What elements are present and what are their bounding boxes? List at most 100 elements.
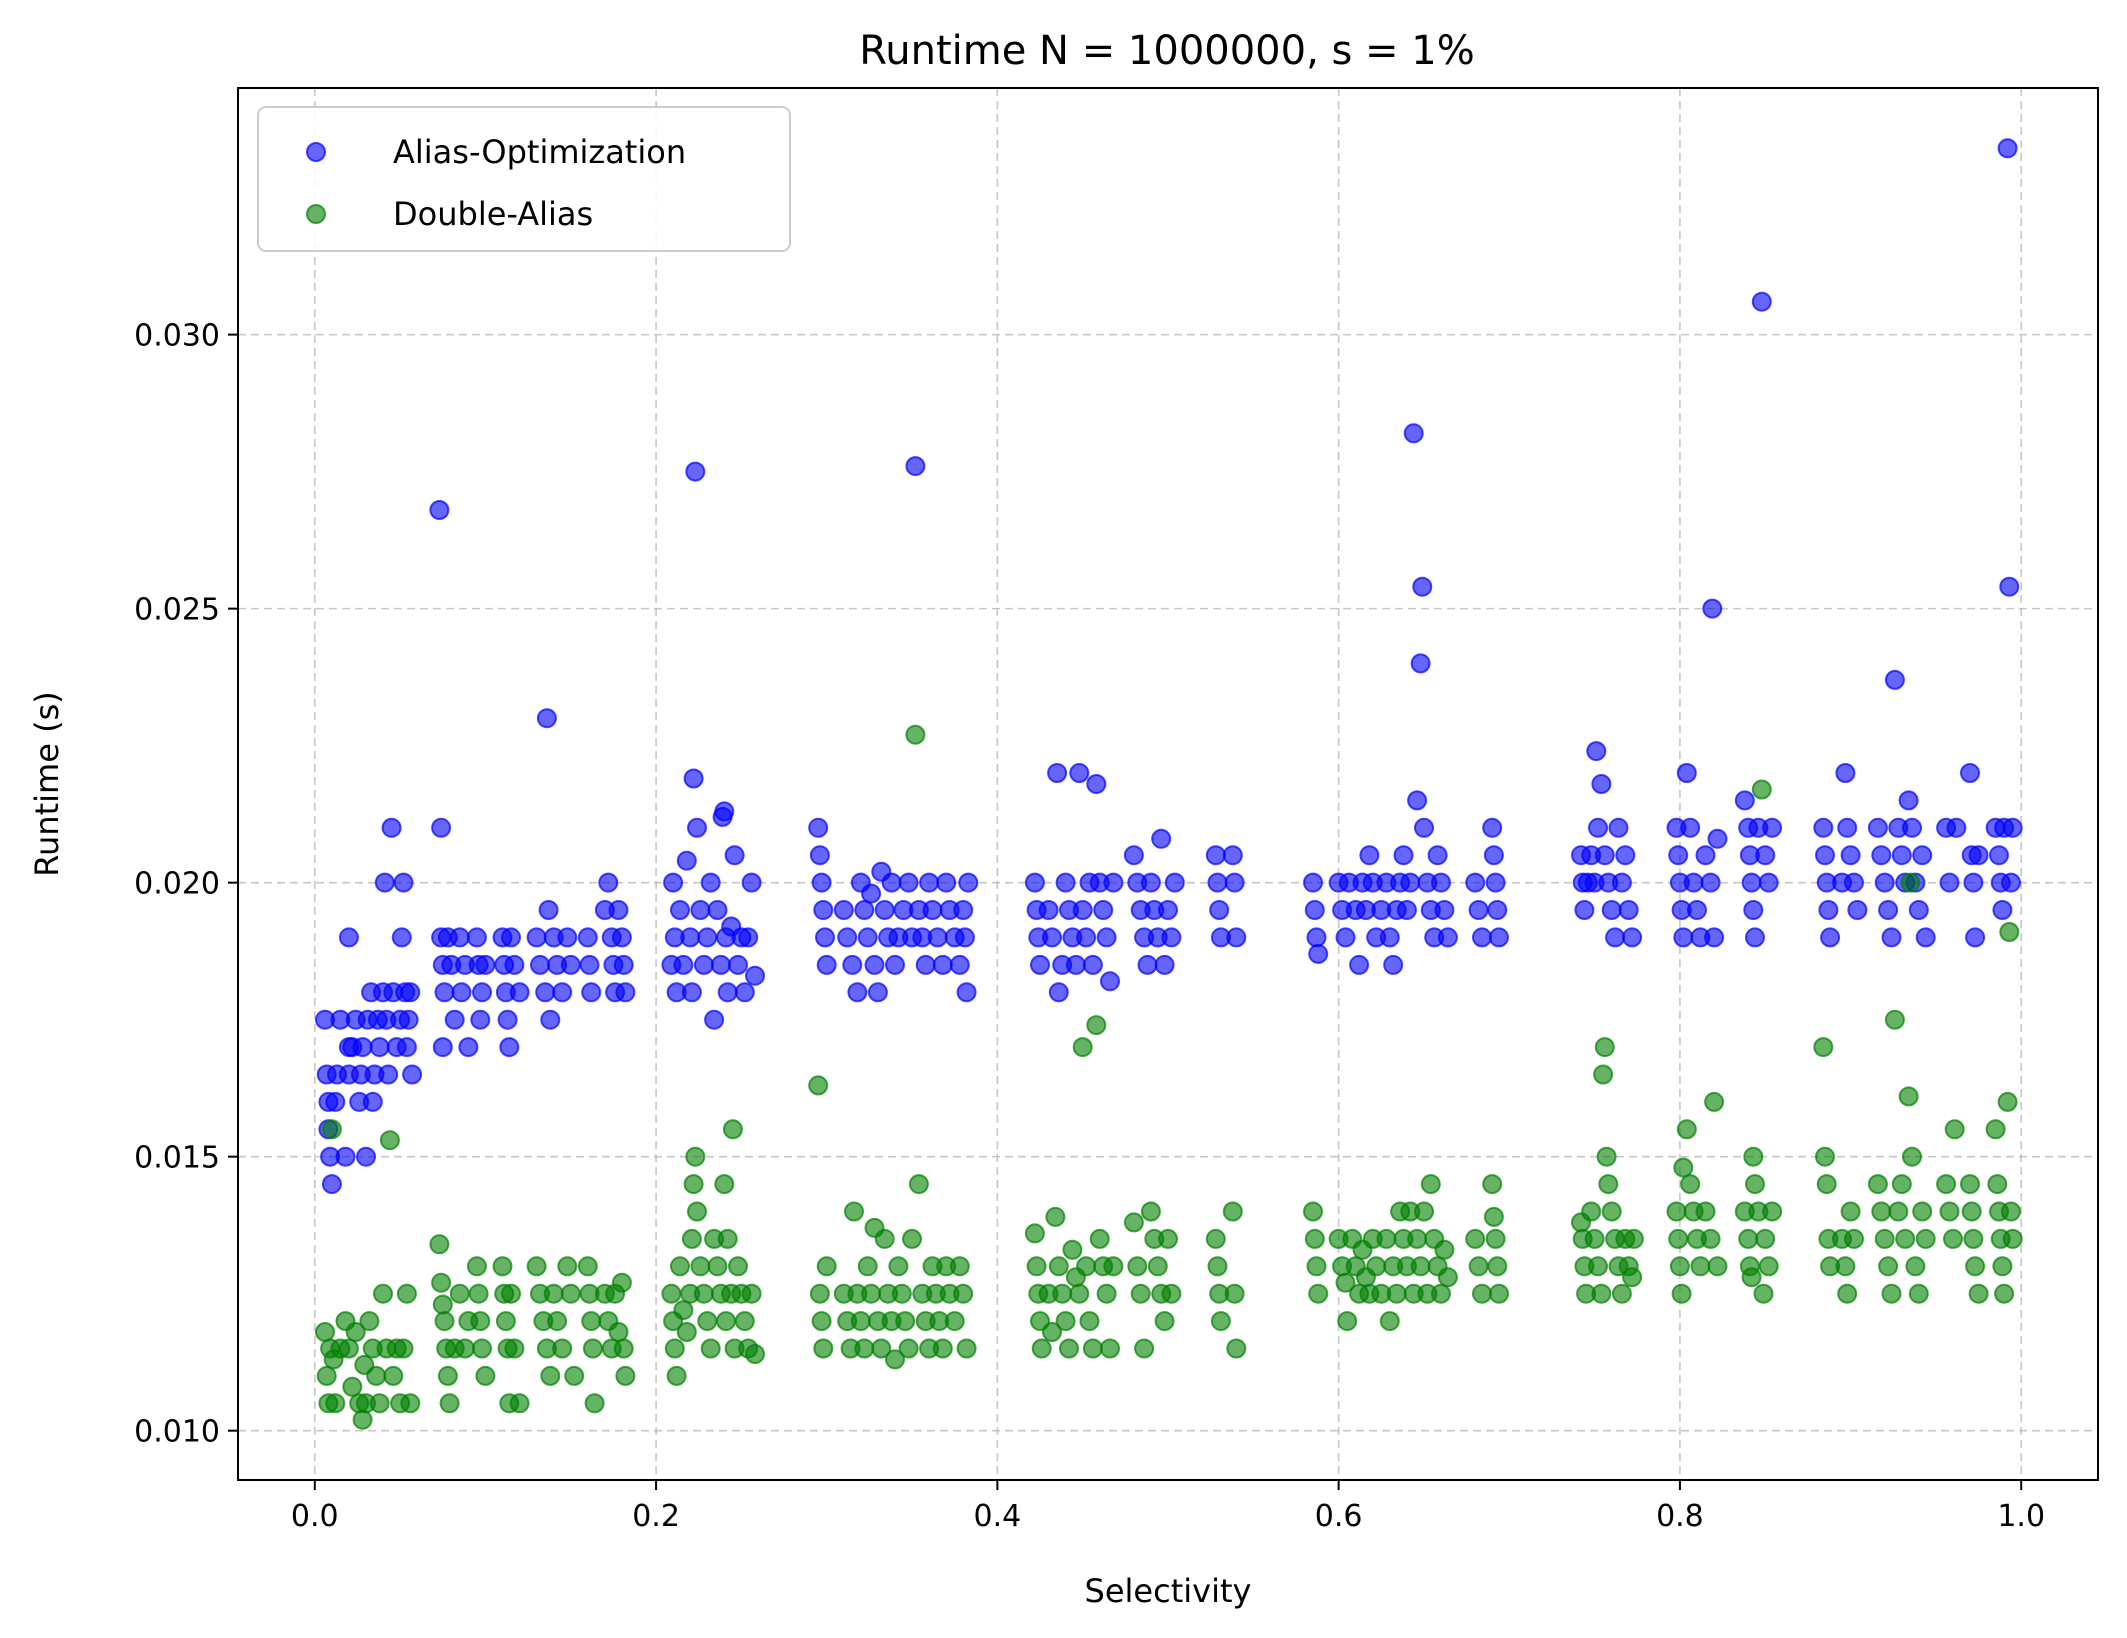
point-alias-optimization	[1024, 872, 1045, 893]
point-double-alias	[581, 1311, 602, 1332]
point-alias-optimization	[1687, 900, 1707, 920]
point-alias-optimization	[1431, 872, 1451, 893]
point-alias-optimization	[685, 461, 706, 482]
point-alias-optimization	[1755, 845, 1776, 866]
point-alias-optimization	[927, 927, 948, 948]
point-double-alias	[504, 1338, 525, 1359]
point-double-alias	[1026, 1256, 1047, 1277]
point-alias-optimization	[1489, 927, 1509, 948]
point-double-alias	[1303, 1201, 1323, 1222]
point-double-alias	[895, 1311, 916, 1332]
point-alias-optimization	[854, 900, 875, 920]
point-double-alias	[1205, 1228, 1226, 1249]
point-alias-optimization	[325, 1091, 346, 1112]
point-double-alias	[1943, 1228, 1963, 1249]
point-alias-optimization	[429, 500, 450, 520]
point-alias-optimization	[1741, 872, 1762, 893]
point-double-alias	[1591, 1283, 1612, 1304]
point-alias-optimization	[898, 872, 919, 893]
point-alias-optimization	[526, 927, 547, 948]
point-double-alias	[1888, 1201, 1909, 1222]
point-alias-optimization	[714, 801, 735, 822]
point-double-alias	[683, 1174, 704, 1195]
point-double-alias	[813, 1338, 834, 1359]
x-tick-label: 0.4	[973, 1499, 1021, 1534]
point-double-alias	[1076, 1256, 1097, 1277]
point-double-alias	[1813, 1037, 1834, 1058]
point-double-alias	[1130, 1283, 1151, 1304]
point-double-alias	[1908, 1283, 1929, 1304]
legend-label-alias-optimization: Alias-Optimization	[393, 133, 686, 171]
point-double-alias	[953, 1283, 974, 1304]
point-alias-optimization	[663, 872, 684, 893]
point-double-alias	[315, 1322, 335, 1342]
point-alias-optimization	[1468, 900, 1489, 920]
point-alias-optimization	[1403, 423, 1424, 444]
point-alias-optimization	[1591, 774, 1612, 794]
point-alias-optimization	[1968, 845, 1989, 866]
point-double-alias	[1306, 1256, 1327, 1277]
point-alias-optimization	[1140, 872, 1161, 893]
point-double-alias	[1895, 1228, 1916, 1249]
point-double-alias	[871, 1338, 892, 1359]
point-double-alias	[1905, 1256, 1926, 1277]
point-alias-optimization	[1086, 774, 1107, 794]
point-alias-optimization	[1743, 900, 1764, 920]
point-alias-optimization	[2001, 872, 2021, 893]
point-alias-optimization	[1093, 900, 1114, 920]
point-alias-optimization	[1999, 576, 2020, 597]
point-double-alias	[316, 1365, 337, 1386]
point-double-alias	[560, 1283, 581, 1304]
point-double-alias	[1915, 1228, 1936, 1249]
point-alias-optimization	[1588, 817, 1608, 838]
point-alias-optimization	[1137, 954, 1158, 975]
point-double-alias	[611, 1272, 632, 1293]
point-double-alias	[1695, 1201, 1716, 1222]
y-tick-label: 0.025	[134, 593, 220, 628]
point-alias-optimization	[536, 708, 557, 729]
axis-ticks: 0.0 0.2 0.4 0.6 0.8 1.0 0.010 0.015 0.020 0.025 0.…	[134, 319, 2045, 1534]
point-alias-optimization	[1151, 828, 1172, 849]
point-double-alias	[857, 1256, 878, 1277]
point-double-alias	[437, 1365, 458, 1386]
point-double-alias	[1366, 1256, 1387, 1277]
point-double-alias	[1127, 1256, 1148, 1277]
point-alias-optimization	[362, 1091, 383, 1112]
point-alias-optimization	[813, 900, 834, 920]
point-alias-optimization	[697, 927, 718, 948]
x-tick-label: 0.2	[632, 1499, 680, 1534]
point-alias-optimization	[690, 900, 711, 920]
point-double-alias	[1912, 1201, 1933, 1222]
point-alias-optimization	[1222, 845, 1243, 866]
point-alias-optimization	[1676, 763, 1697, 783]
point-alias-optimization	[707, 900, 728, 920]
point-double-alias	[1147, 1256, 1168, 1277]
point-double-alias	[1751, 779, 1772, 800]
point-double-alias	[687, 1201, 707, 1222]
point-alias-optimization	[374, 872, 395, 893]
point-double-alias	[1431, 1283, 1451, 1304]
point-alias-optimization	[1434, 900, 1455, 920]
point-alias-optimization	[535, 982, 556, 1003]
point-alias-optimization	[1586, 741, 1607, 762]
point-double-alias	[854, 1338, 875, 1359]
point-alias-optimization	[1618, 900, 1639, 920]
legend: Alias-Optimization Double-Alias	[257, 106, 791, 252]
point-alias-optimization	[1815, 845, 1835, 866]
point-double-alias	[449, 1283, 470, 1304]
point-alias-optimization	[745, 965, 765, 986]
point-alias-optimization	[867, 982, 888, 1003]
point-double-alias	[1999, 922, 2020, 942]
point-alias-optimization	[1437, 927, 1458, 948]
point-double-alias	[342, 1376, 363, 1397]
point-alias-optimization	[738, 927, 759, 948]
point-double-alias	[716, 1311, 736, 1332]
point-double-alias	[885, 1349, 905, 1370]
point-double-alias	[1992, 1256, 2013, 1277]
point-alias-optimization	[700, 872, 721, 893]
point-double-alias	[1059, 1338, 1079, 1359]
point-double-alias	[1485, 1228, 1506, 1249]
point-double-alias	[1581, 1201, 1602, 1222]
point-alias-optimization	[874, 900, 895, 920]
point-alias-optimization	[1601, 900, 1622, 920]
